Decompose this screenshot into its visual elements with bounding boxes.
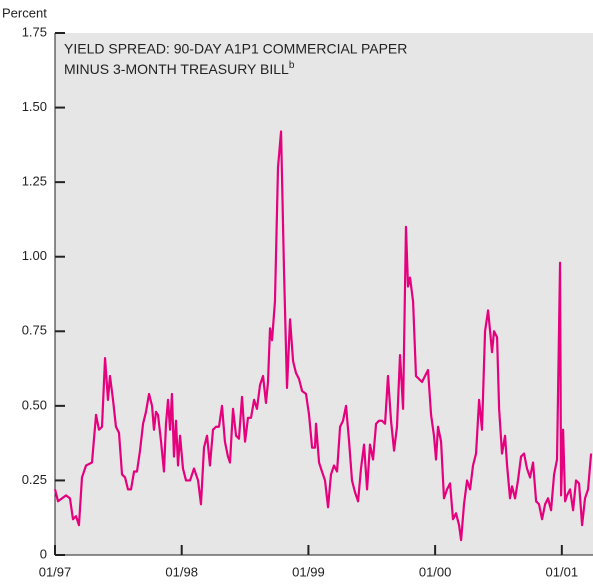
y-tick-label: 1.00 <box>22 248 47 263</box>
y-tick-label: 0 <box>40 546 47 561</box>
y-tick-label: 0.25 <box>22 472 47 487</box>
x-tick-label: 01/98 <box>165 564 198 579</box>
title-note: b <box>289 60 295 71</box>
x-tick-label: 01/97 <box>39 564 72 579</box>
y-tick-label: 1.50 <box>22 99 47 114</box>
chart-title-line: MINUS 3-MONTH TREASURY BILL <box>64 61 289 77</box>
y-axis-label: Percent <box>2 5 47 20</box>
x-tick-label: 01/99 <box>292 564 325 579</box>
x-tick-label: 01/01 <box>546 564 579 579</box>
y-tick-label: 0.75 <box>22 323 47 338</box>
plot-background <box>55 33 593 555</box>
chart-title: MINUS 3-MONTH TREASURY BILLb <box>64 60 295 77</box>
x-tick-label: 01/00 <box>419 564 452 579</box>
chart-title: YIELD SPREAD: 90-DAY A1P1 COMMERCIAL PAP… <box>64 41 407 57</box>
y-tick-label: 1.75 <box>22 24 47 39</box>
data-line <box>53 130 593 542</box>
y-tick-label: 0.50 <box>22 397 47 412</box>
y-tick-label: 1.25 <box>22 174 47 189</box>
